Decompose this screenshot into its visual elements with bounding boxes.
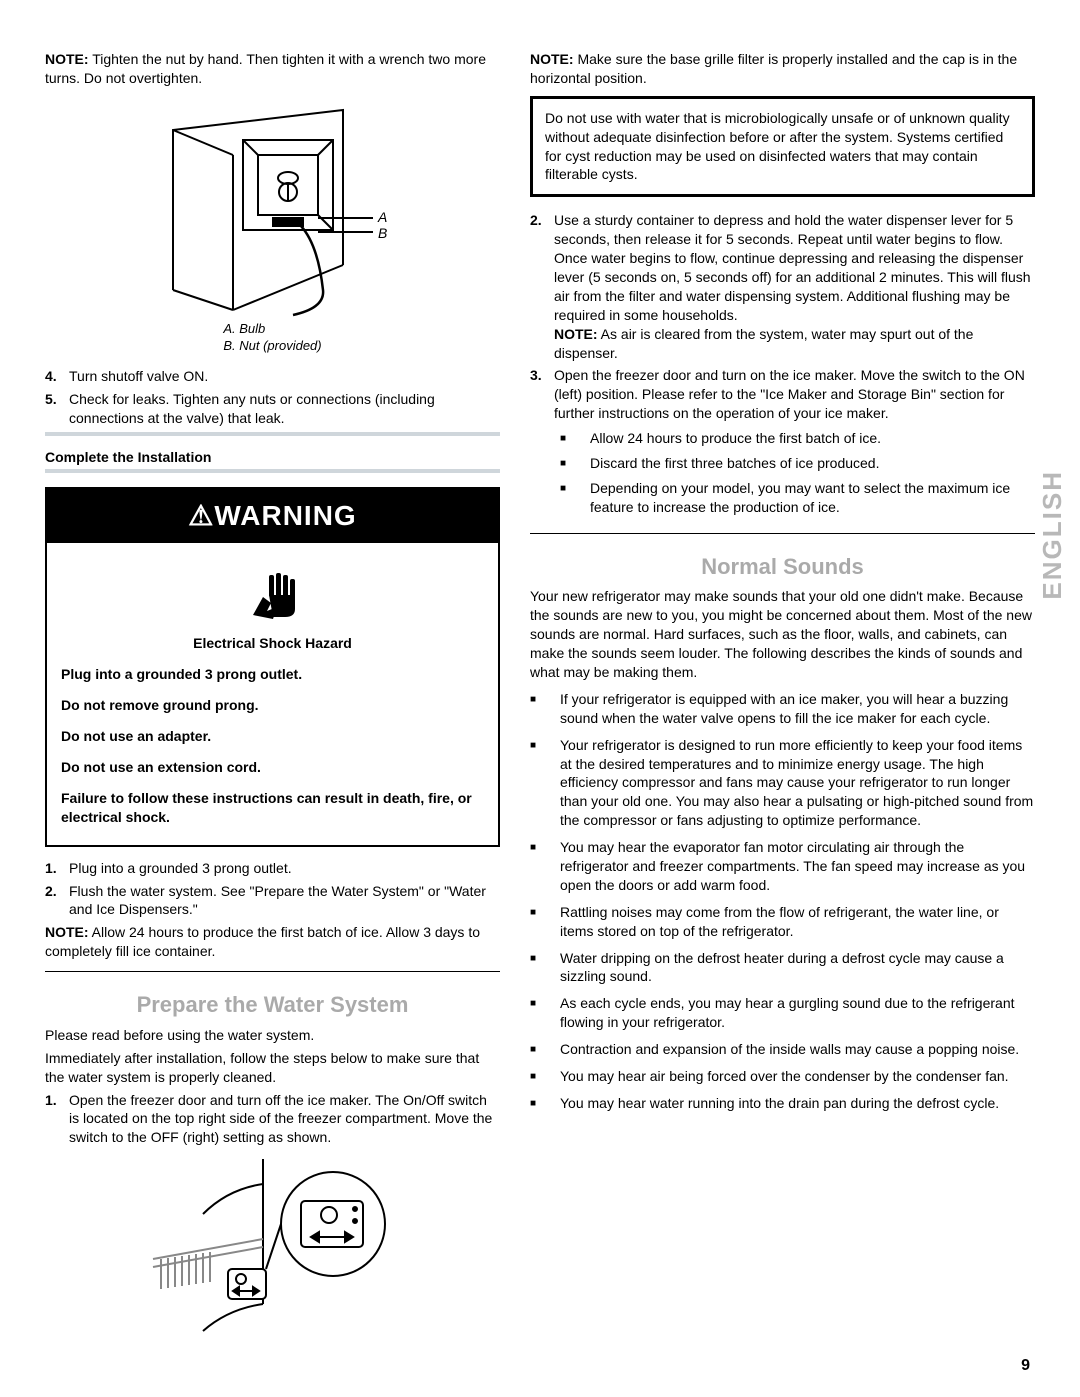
step-text: Open the freezer door and turn on the ic… [554, 366, 1035, 522]
note-text: NOTE: Allow 24 hours to produce the firs… [45, 923, 500, 961]
warning-box: ⚠WARNING Electrical Shock Haz [45, 487, 500, 847]
figure-switch [45, 1159, 500, 1339]
caption-a: A. Bulb [223, 320, 321, 338]
language-tab: ENGLISH [1035, 470, 1070, 600]
svg-text:B: B [378, 225, 387, 241]
warning-header: ⚠WARNING [47, 489, 498, 543]
step-text: Plug into a grounded 3 prong outlet. [69, 859, 500, 878]
notice-text: Do not use with water that is microbiolo… [545, 110, 1010, 183]
normal-sounds-title: Normal Sounds [530, 552, 1035, 582]
bullet-text: Rattling noises may come from the flow o… [560, 903, 1035, 941]
step-num: 1. [45, 1091, 69, 1148]
divider [45, 432, 500, 436]
svg-text:A: A [377, 209, 387, 225]
complete-title: Complete the Installation [45, 448, 500, 467]
prepare-title: Prepare the Water System [45, 990, 500, 1020]
step-num: 4. [45, 367, 69, 386]
note-text: NOTE: Tighten the nut by hand. Then tigh… [45, 50, 500, 88]
bullet-text: Water dripping on the defrost heater dur… [560, 949, 1035, 987]
step-num: 1. [45, 859, 69, 878]
step-num: 2. [530, 211, 554, 362]
warning-line: Do not remove ground prong. [61, 696, 484, 715]
warning-line: Do not use an extension cord. [61, 758, 484, 777]
normal-intro: Your new refrigerator may make sounds th… [530, 587, 1035, 681]
divider [530, 533, 1035, 534]
divider [45, 971, 500, 972]
note-label: NOTE: [45, 51, 89, 67]
bullet-text: Allow 24 hours to produce the first batc… [590, 429, 881, 448]
step-text: Turn shutoff valve ON. [69, 367, 500, 386]
bullet-text: You may hear the evaporator fan motor ci… [560, 838, 1035, 895]
notice-box: Do not use with water that is microbiolo… [530, 96, 1035, 198]
page-number: 9 [1021, 1355, 1030, 1377]
steps-list: 4.Turn shutoff valve ON. 5.Check for lea… [45, 367, 500, 428]
prepare-p: Immediately after installation, follow t… [45, 1049, 500, 1087]
warning-line: Failure to follow these instructions can… [61, 789, 484, 827]
sounds-list: If your refrigerator is equipped with an… [530, 690, 1035, 1113]
prepare-intro: Please read before using the water syste… [45, 1026, 500, 1045]
step-text: Flush the water system. See "Prepare the… [69, 882, 500, 920]
note-text: NOTE: Make sure the base grille filter i… [530, 50, 1035, 88]
right-steps: 2. Use a sturdy container to depress and… [530, 211, 1035, 522]
hazard-title: Electrical Shock Hazard [61, 634, 484, 653]
bullet-text: Contraction and expansion of the inside … [560, 1040, 1019, 1059]
step-text: Use a sturdy container to depress and ho… [554, 211, 1035, 362]
step-text: Open the freezer door and turn off the i… [69, 1091, 500, 1148]
step-num: 2. [45, 882, 69, 920]
shock-hand-icon [61, 557, 484, 627]
divider [45, 469, 500, 473]
complete-steps: 1.Plug into a grounded 3 prong outlet. 2… [45, 859, 500, 920]
prepare-steps: 1.Open the freezer door and turn off the… [45, 1091, 500, 1148]
bullet-text: Discard the first three batches of ice p… [590, 454, 879, 473]
step-num: 3. [530, 366, 554, 522]
bullet-text: You may hear air being forced over the c… [560, 1067, 1009, 1086]
figure-valve: A B A. Bulb B. Nut (provided) [45, 100, 500, 355]
warning-line: Do not use an adapter. [61, 727, 484, 746]
step-text: Check for leaks. Tighten any nuts or con… [69, 390, 500, 428]
warning-line: Plug into a grounded 3 prong outlet. [61, 665, 484, 684]
step-num: 5. [45, 390, 69, 428]
bullet-text: You may hear water running into the drai… [560, 1094, 999, 1113]
bullet-text: Depending on your model, you may want to… [590, 479, 1035, 517]
bullet-text: Your refrigerator is designed to run mor… [560, 736, 1035, 830]
sub-bullets: Allow 24 hours to produce the first batc… [554, 429, 1035, 517]
caption-b: B. Nut (provided) [223, 337, 321, 355]
bullet-text: As each cycle ends, you may hear a gurgl… [560, 994, 1035, 1032]
bullet-text: If your refrigerator is equipped with an… [560, 690, 1035, 728]
